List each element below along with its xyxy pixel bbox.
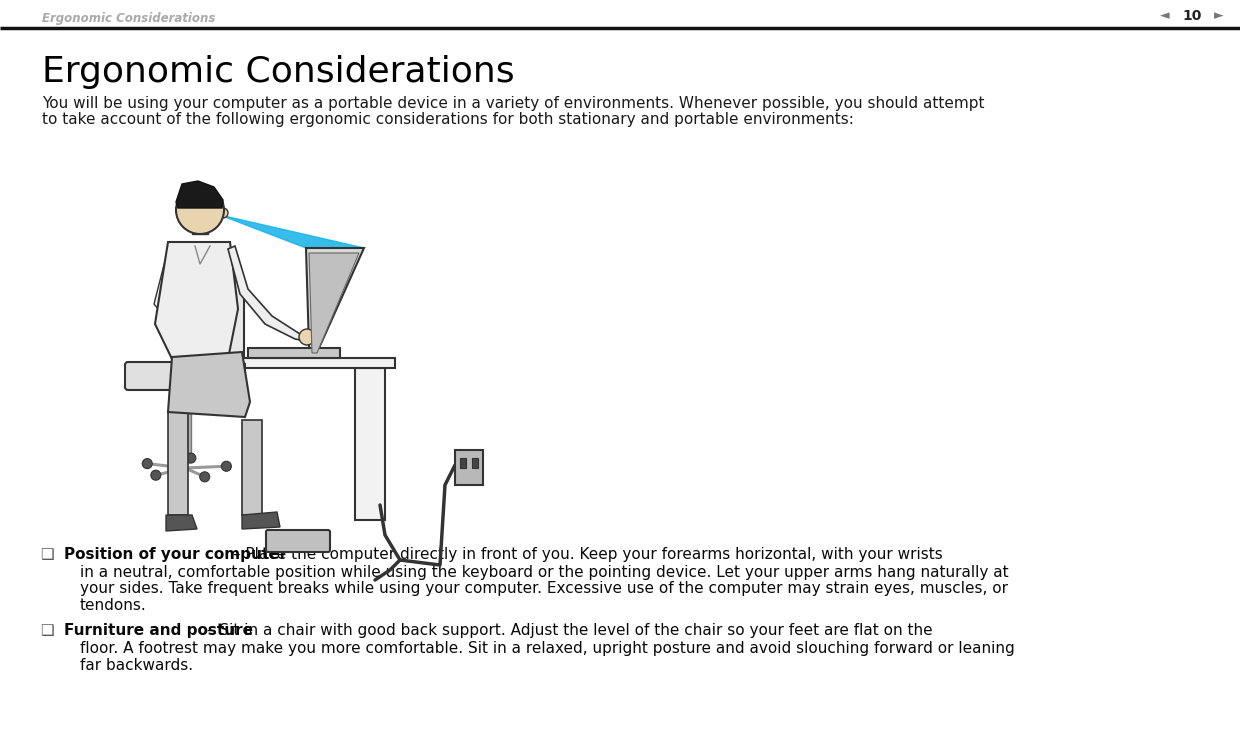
Circle shape (143, 459, 153, 469)
Polygon shape (166, 515, 197, 531)
Circle shape (186, 453, 196, 463)
Text: – Sit in a chair with good back support. Adjust the level of the chair so your f: – Sit in a chair with good back support.… (202, 623, 932, 639)
Polygon shape (154, 246, 185, 324)
FancyBboxPatch shape (219, 281, 244, 374)
Text: to take account of the following ergonomic considerations for both stationary an: to take account of the following ergonom… (42, 112, 854, 127)
Bar (472, 458, 477, 468)
FancyBboxPatch shape (125, 362, 246, 390)
Polygon shape (306, 248, 365, 348)
Text: Position of your computer: Position of your computer (64, 547, 288, 563)
Text: tendons.: tendons. (81, 599, 146, 614)
Text: far backwards.: far backwards. (81, 658, 193, 672)
Bar (355, 368, 384, 520)
Circle shape (200, 472, 210, 482)
Polygon shape (242, 512, 280, 529)
Bar (248, 348, 340, 358)
Polygon shape (228, 246, 310, 342)
Text: ►: ► (1214, 9, 1224, 23)
Bar (242, 420, 262, 515)
Bar (179, 387, 191, 460)
Bar (192, 222, 208, 234)
Polygon shape (167, 352, 250, 417)
Bar (167, 412, 188, 515)
Text: ❑: ❑ (40, 623, 53, 639)
Polygon shape (176, 181, 223, 208)
Polygon shape (155, 242, 238, 359)
Text: Ergonomic Considerations: Ergonomic Considerations (42, 55, 515, 89)
Text: in a neutral, comfortable position while using the keyboard or the pointing devi: in a neutral, comfortable position while… (81, 564, 1008, 580)
Text: floor. A footrest may make you more comfortable. Sit in a relaxed, upright postu: floor. A footrest may make you more comf… (81, 641, 1014, 655)
Text: – Place the computer directly in front of you. Keep your forearms horizontal, wi: – Place the computer directly in front o… (228, 547, 942, 563)
Bar (455, 450, 484, 485)
Text: Ergonomic Considerations: Ergonomic Considerations (42, 12, 216, 25)
Polygon shape (309, 253, 360, 353)
Text: ❑: ❑ (40, 547, 53, 563)
Text: Furniture and posture: Furniture and posture (64, 623, 253, 639)
Circle shape (151, 470, 161, 480)
Text: You will be using your computer as a portable device in a variety of environment: You will be using your computer as a por… (42, 95, 985, 111)
Circle shape (299, 329, 315, 345)
Circle shape (176, 186, 224, 234)
FancyBboxPatch shape (267, 530, 330, 552)
Circle shape (222, 461, 232, 471)
Bar (460, 458, 466, 468)
Text: 10: 10 (1182, 9, 1202, 23)
Polygon shape (219, 215, 365, 248)
Text: ◄: ◄ (1161, 9, 1169, 23)
Circle shape (218, 208, 228, 218)
Bar (229, 358, 396, 368)
Text: your sides. Take frequent breaks while using your computer. Excessive use of the: your sides. Take frequent breaks while u… (81, 582, 1008, 596)
